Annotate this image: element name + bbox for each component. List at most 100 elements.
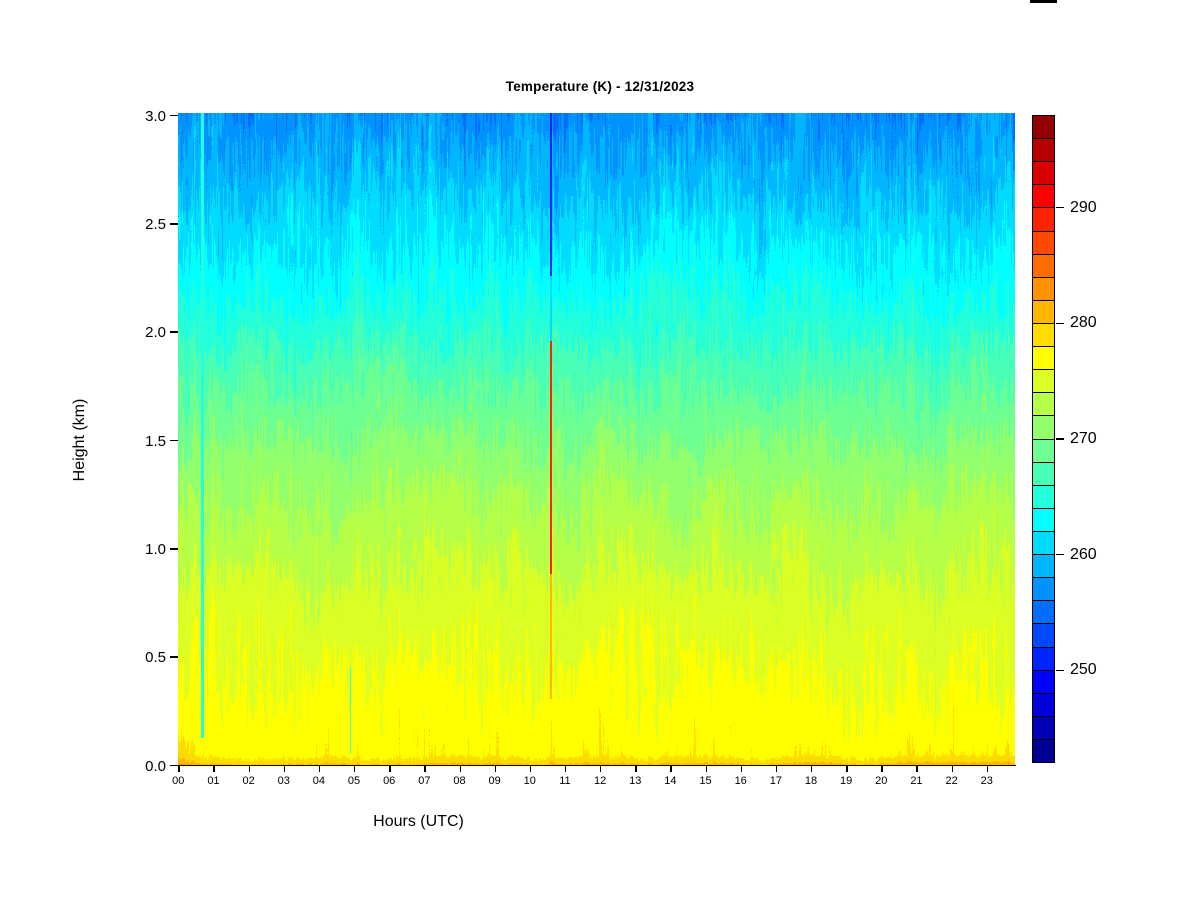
y-tick-label: 2.5	[145, 215, 166, 233]
x-tick-label: 17	[769, 775, 782, 787]
x-tick-label: 00	[172, 775, 185, 787]
x-tick	[600, 766, 602, 772]
y-tick-label: 3.0	[145, 107, 166, 125]
x-tick-label: 11	[559, 775, 571, 787]
colorbar-tick	[1056, 669, 1064, 672]
colorbar-segment	[1033, 139, 1054, 163]
colorbar-tick	[1056, 554, 1064, 556]
x-tick-label: 09	[488, 775, 501, 787]
x-tick	[424, 766, 426, 772]
x-tick-label: 05	[347, 775, 361, 787]
x-tick	[318, 766, 321, 772]
colorbar-segment	[1033, 323, 1054, 348]
y-tick-label: 0.5	[145, 649, 166, 667]
colorbar-segment	[1033, 416, 1054, 440]
x-tick-label: 03	[277, 775, 290, 787]
colorbar-segment	[1033, 254, 1054, 278]
y-tick	[170, 223, 178, 225]
colorbar-segment	[1033, 462, 1054, 486]
x-tick-label: 21	[910, 775, 923, 787]
colorbar-segment	[1033, 208, 1054, 232]
y-tick	[170, 764, 178, 767]
x-tick-label: 14	[664, 775, 677, 787]
colorbar-segment	[1033, 347, 1054, 371]
x-tick	[670, 766, 672, 772]
y-tick-label: 1.5	[145, 432, 166, 450]
x-tick-label: 22	[945, 775, 958, 787]
x-tick-label: 19	[840, 775, 853, 787]
colorbar-tick	[1056, 322, 1064, 324]
colorbar-segment	[1033, 716, 1054, 740]
colorbar-segment	[1033, 624, 1054, 648]
x-tick	[213, 766, 215, 772]
x-tick-label: 04	[312, 775, 326, 787]
clipped-colorbar-artifact	[1030, 0, 1057, 3]
colorbar-segment	[1033, 370, 1054, 394]
x-tick-label: 20	[875, 775, 888, 787]
x-axis-line	[178, 765, 1016, 767]
colorbar-tick-label: 260	[1070, 545, 1097, 563]
x-tick	[178, 766, 180, 772]
x-tick	[459, 766, 461, 772]
x-tick	[354, 766, 356, 772]
colorbar-segment	[1033, 116, 1054, 140]
colorbar-tick-label: 280	[1070, 314, 1097, 332]
y-axis-title: Height (km)	[71, 398, 88, 482]
colorbar-tick	[1056, 438, 1064, 440]
colorbar-tick	[1056, 206, 1064, 209]
x-tick	[775, 766, 778, 772]
x-tick-label: 23	[980, 775, 993, 787]
temperature-heatmap	[178, 113, 1015, 765]
colorbar	[1032, 115, 1055, 763]
x-tick-label: 02	[242, 775, 255, 787]
x-tick-label: 16	[734, 775, 747, 787]
colorbar-segment	[1033, 647, 1054, 671]
x-tick	[916, 766, 918, 772]
colorbar-segment	[1033, 162, 1054, 186]
colorbar-segment	[1033, 508, 1054, 532]
x-tick-label: 01	[207, 775, 220, 787]
x-tick	[705, 766, 707, 772]
chart-title: Temperature (K) - 12/31/2023	[505, 79, 695, 94]
x-tick-label: 12	[593, 775, 607, 787]
colorbar-segment	[1033, 485, 1054, 509]
x-tick	[811, 766, 813, 772]
colorbar-segment	[1033, 300, 1054, 324]
x-tick	[389, 766, 391, 772]
colorbar-tick-label: 250	[1070, 661, 1097, 679]
x-tick	[635, 766, 637, 772]
colorbar-segment	[1033, 185, 1054, 209]
x-tick-label: 08	[453, 775, 466, 787]
colorbar-tick-label: 290	[1070, 198, 1097, 216]
colorbar-segment	[1033, 231, 1054, 255]
y-tick	[170, 548, 178, 550]
x-tick-label: 15	[699, 775, 712, 787]
colorbar-segment	[1033, 531, 1054, 556]
x-tick	[986, 766, 989, 772]
colorbar-segment	[1033, 555, 1054, 579]
x-tick-label: 10	[523, 775, 536, 787]
x-axis-title: Hours (UTC)	[373, 813, 464, 830]
colorbar-segment	[1033, 277, 1054, 301]
colorbar-segment	[1033, 739, 1054, 763]
colorbar-segment	[1033, 601, 1054, 625]
y-tick-label: 1.0	[145, 540, 166, 558]
y-tick	[170, 439, 178, 442]
y-tick	[170, 114, 178, 117]
colorbar-segment	[1033, 670, 1054, 694]
y-tick-label: 2.0	[145, 324, 166, 342]
x-tick	[740, 766, 743, 772]
x-tick	[283, 766, 286, 772]
y-tick	[170, 656, 178, 658]
colorbar-segment	[1033, 578, 1054, 602]
x-tick-label: 13	[629, 775, 642, 787]
x-tick	[881, 766, 883, 772]
colorbar-tick-label: 270	[1070, 430, 1097, 447]
colorbar-segment	[1033, 439, 1054, 463]
x-tick	[494, 766, 497, 772]
x-tick-label: 18	[804, 775, 818, 787]
x-tick	[951, 766, 953, 772]
x-tick	[248, 766, 250, 772]
colorbar-segment	[1033, 693, 1054, 717]
